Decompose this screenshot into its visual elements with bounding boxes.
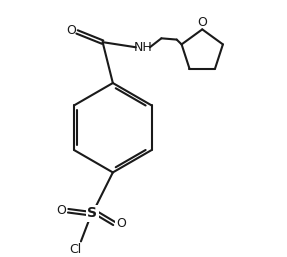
Text: O: O [116, 217, 126, 230]
Text: S: S [88, 206, 97, 220]
Text: O: O [197, 16, 207, 30]
Text: Cl: Cl [70, 243, 82, 255]
Text: O: O [56, 204, 66, 217]
Text: NH: NH [134, 41, 153, 54]
Text: O: O [66, 24, 76, 37]
